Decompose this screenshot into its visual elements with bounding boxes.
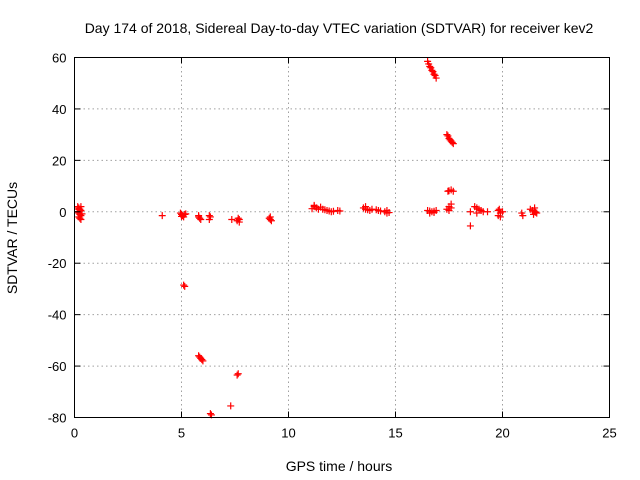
data-point bbox=[430, 70, 438, 78]
data-point bbox=[233, 371, 241, 379]
x-tick-label: 25 bbox=[602, 426, 616, 441]
data-point bbox=[267, 217, 275, 225]
data-point bbox=[495, 205, 503, 213]
data-point bbox=[432, 74, 440, 82]
data-point bbox=[77, 216, 85, 223]
data-point bbox=[473, 209, 481, 217]
data-point bbox=[447, 204, 455, 212]
data-point bbox=[77, 203, 85, 211]
plot-frame bbox=[74, 57, 610, 418]
x-tick-label: 20 bbox=[495, 426, 509, 441]
y-tick-label: 60 bbox=[52, 51, 66, 66]
x-tick-label: 5 bbox=[178, 426, 185, 441]
data-point bbox=[519, 212, 527, 220]
data-point bbox=[181, 282, 189, 290]
axis-ticks: 0 5 10 15 20 25 -80 -60 -40 -20 0 20 40 60 bbox=[48, 51, 617, 441]
data-point bbox=[449, 187, 457, 195]
data-point bbox=[206, 410, 214, 418]
data-point bbox=[377, 207, 385, 215]
y-tick-label: 20 bbox=[52, 153, 66, 168]
data-point bbox=[180, 281, 188, 289]
y-axis-title: SDTVAR / TECUs bbox=[4, 182, 20, 294]
x-tick-label: 15 bbox=[388, 426, 402, 441]
data-point bbox=[448, 138, 456, 146]
data-point bbox=[449, 140, 457, 148]
data-point bbox=[466, 208, 474, 216]
data-point bbox=[197, 216, 205, 223]
data-point bbox=[383, 207, 391, 214]
data-point bbox=[533, 209, 541, 217]
data-point bbox=[199, 357, 207, 365]
data-point bbox=[227, 402, 235, 410]
data-point bbox=[310, 201, 318, 209]
data-point bbox=[198, 356, 206, 364]
data-point bbox=[205, 216, 213, 223]
data-point bbox=[336, 207, 344, 215]
data-point bbox=[466, 222, 474, 230]
data-point bbox=[484, 208, 492, 216]
y-tick-label: -20 bbox=[48, 256, 67, 271]
data-point bbox=[532, 208, 540, 216]
x-tick-label: 0 bbox=[71, 426, 78, 441]
y-tick-label: -40 bbox=[48, 308, 67, 323]
chart-title: Day 174 of 2018, Sidereal Day-to-day VTE… bbox=[85, 20, 594, 36]
data-point bbox=[228, 216, 236, 223]
y-tick-label: -80 bbox=[48, 411, 67, 426]
y-tick-label: 0 bbox=[59, 205, 66, 220]
data-point bbox=[178, 212, 185, 220]
data-point bbox=[235, 218, 243, 226]
data-point bbox=[362, 203, 370, 211]
data-point bbox=[182, 210, 190, 218]
x-axis-title: GPS time / hours bbox=[286, 458, 393, 474]
data-point bbox=[76, 214, 84, 222]
grid bbox=[74, 57, 610, 418]
data-point bbox=[266, 213, 274, 221]
data-point bbox=[195, 212, 203, 220]
data-point bbox=[234, 214, 242, 222]
data-point bbox=[496, 213, 504, 221]
y-tick-label: -60 bbox=[48, 359, 67, 374]
data-point bbox=[443, 131, 451, 139]
y-tick-label: 40 bbox=[52, 102, 66, 117]
data-point bbox=[78, 210, 86, 218]
data-point bbox=[531, 204, 539, 212]
data-point bbox=[430, 209, 438, 217]
data-point bbox=[158, 212, 166, 220]
data-point bbox=[426, 63, 434, 70]
data-points bbox=[74, 57, 541, 419]
data-point bbox=[428, 66, 436, 74]
x-tick-label: 10 bbox=[281, 426, 295, 441]
data-point bbox=[329, 207, 337, 215]
data-point bbox=[234, 370, 242, 378]
